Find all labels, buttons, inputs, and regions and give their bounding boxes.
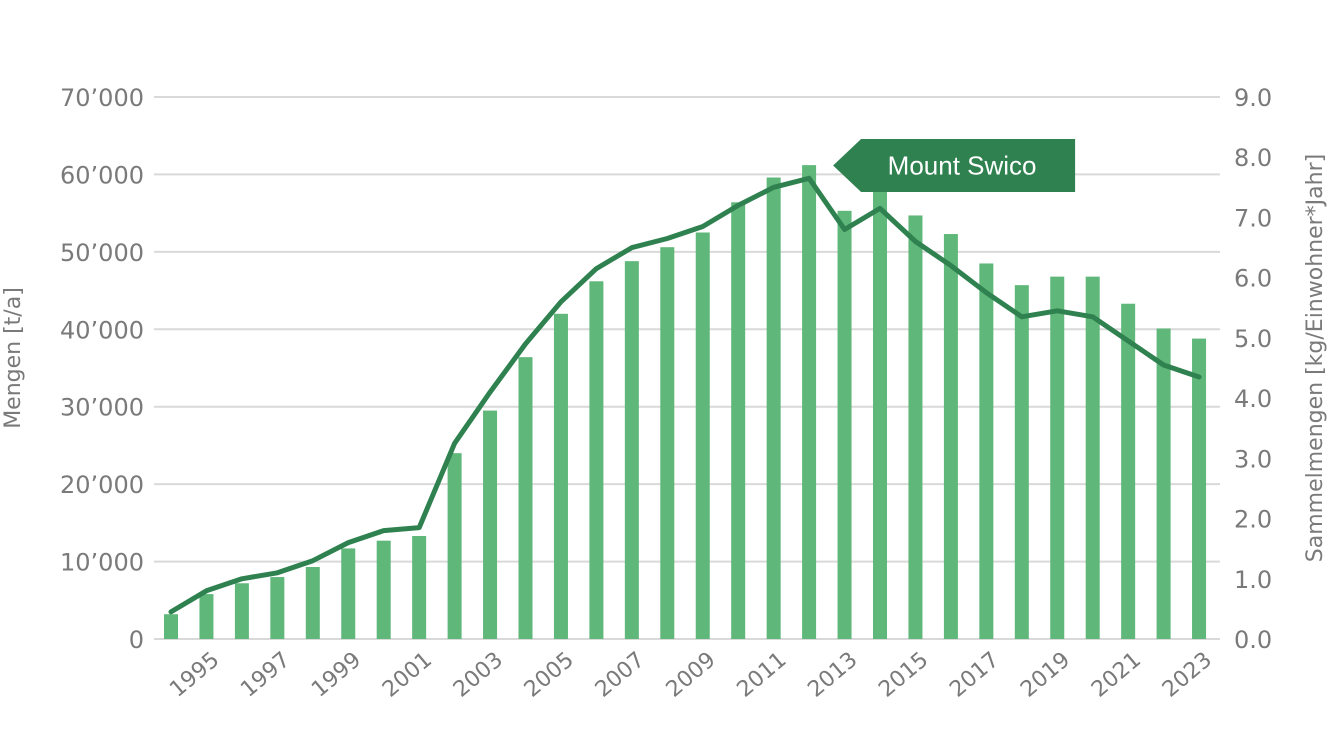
y-axis-right-title: Sammelmengen [kg/Einwohner*Jahr] bbox=[1303, 154, 1328, 562]
y-left-tick-label: 50’000 bbox=[60, 239, 144, 267]
x-tick-label: 2009 bbox=[662, 647, 721, 702]
right-axis-ticks: 0.0 1.0 2.0 3.0 4.0 5.0 6.0 7.0 8.0 9.0 bbox=[1234, 84, 1272, 654]
bar bbox=[1121, 303, 1136, 639]
bar bbox=[731, 202, 746, 639]
x-tick-label: 2013 bbox=[803, 647, 862, 702]
y-left-tick-label: 40’000 bbox=[60, 316, 144, 344]
x-tick-label: 2001 bbox=[378, 647, 437, 702]
y-right-tick-label: 5.0 bbox=[1234, 325, 1272, 353]
y-right-tick-label: 3.0 bbox=[1234, 445, 1272, 473]
y-axis-left-title: Mengen [t/a] bbox=[1, 287, 26, 429]
bar bbox=[376, 540, 391, 639]
bar bbox=[483, 410, 498, 639]
bar bbox=[589, 281, 604, 639]
bar bbox=[943, 234, 958, 639]
x-tick-label: 2023 bbox=[1158, 647, 1217, 702]
y-right-tick-label: 4.0 bbox=[1234, 385, 1272, 413]
line-series bbox=[168, 175, 1202, 615]
x-tick-label: 2021 bbox=[1087, 647, 1146, 702]
bar bbox=[695, 232, 710, 639]
bar bbox=[1156, 328, 1171, 639]
bar bbox=[412, 536, 427, 639]
y-left-tick-label: 10’000 bbox=[60, 549, 144, 577]
bar bbox=[164, 614, 178, 639]
bar bbox=[624, 261, 639, 639]
y-left-tick-label: 70’000 bbox=[60, 84, 144, 112]
bar bbox=[766, 177, 781, 640]
x-tick-label: 1999 bbox=[307, 647, 366, 702]
bar bbox=[270, 577, 285, 639]
x-tick-label: 1997 bbox=[236, 647, 295, 702]
x-tick-label: 2019 bbox=[1016, 647, 1075, 702]
bar bbox=[802, 165, 817, 639]
bar-series bbox=[164, 165, 1207, 640]
series-line bbox=[168, 175, 1202, 615]
y-right-tick-label: 0.0 bbox=[1234, 626, 1272, 654]
y-left-tick-label: 0 bbox=[129, 626, 144, 654]
bar bbox=[234, 583, 249, 639]
x-axis-ticks: 1995 1997 1999 2001 2003 2005 2007 2009 2011 2013… bbox=[165, 647, 1217, 702]
bar bbox=[837, 210, 852, 639]
bar bbox=[1192, 338, 1207, 639]
bar bbox=[518, 357, 533, 639]
bar bbox=[908, 215, 923, 640]
mount-swico-callout: Mount Swico bbox=[833, 139, 1076, 192]
y-left-tick-label: 60’000 bbox=[60, 161, 144, 189]
callout-label: Mount Swico bbox=[888, 151, 1037, 181]
callout-arrow-box bbox=[833, 139, 1076, 192]
x-tick-label: 2005 bbox=[520, 647, 579, 702]
x-tick-label: 2011 bbox=[733, 647, 792, 702]
y-right-tick-label: 8.0 bbox=[1234, 144, 1272, 172]
y-right-tick-label: 7.0 bbox=[1234, 204, 1272, 232]
x-tick-label: 2015 bbox=[874, 647, 933, 702]
bar bbox=[447, 453, 462, 639]
bar bbox=[199, 594, 214, 639]
bar bbox=[1085, 276, 1100, 639]
y-right-tick-label: 6.0 bbox=[1234, 265, 1272, 293]
left-axis-ticks: 0 10’000 20’000 30’000 40’000 50’000 60’000 70’… bbox=[60, 84, 144, 654]
bar bbox=[1014, 285, 1029, 639]
y-right-tick-label: 2.0 bbox=[1234, 506, 1272, 534]
bar bbox=[660, 247, 675, 639]
x-tick-label: 2003 bbox=[449, 647, 508, 702]
bar bbox=[979, 263, 994, 639]
y-right-tick-label: 9.0 bbox=[1234, 84, 1272, 112]
x-tick-label: 1995 bbox=[165, 647, 224, 702]
y-right-tick-label: 1.0 bbox=[1234, 566, 1272, 594]
y-left-tick-label: 20’000 bbox=[60, 471, 144, 499]
bar bbox=[341, 548, 356, 639]
bar bbox=[305, 566, 320, 639]
x-tick-label: 2017 bbox=[945, 647, 1004, 702]
bar bbox=[1050, 276, 1065, 639]
bar bbox=[553, 313, 568, 639]
x-tick-label: 2007 bbox=[591, 647, 650, 702]
y-left-tick-label: 30’000 bbox=[60, 394, 144, 422]
gridlines bbox=[154, 96, 1220, 640]
bar bbox=[873, 183, 887, 639]
